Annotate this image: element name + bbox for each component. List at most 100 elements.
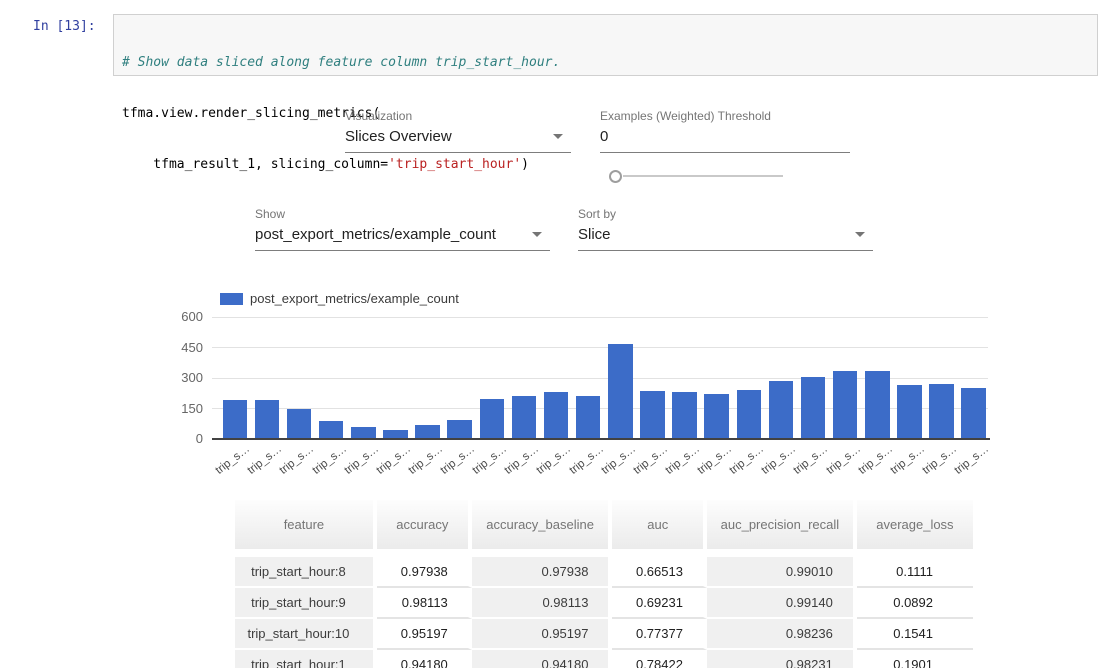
threshold-input[interactable]: 0 (600, 127, 850, 153)
column-header-average_loss[interactable]: average_loss (856, 500, 973, 557)
table-row: trip_start_hour:8 0.97938 0.97938 0.66513 0.… (235, 557, 973, 588)
metric-cell: 0.1541 (856, 619, 973, 650)
bar[interactable] (511, 395, 537, 439)
legend-swatch (220, 293, 243, 305)
x-axis-tick: trip_s… (888, 443, 927, 477)
x-axis-tick: trip_s… (213, 443, 253, 477)
bar[interactable] (543, 391, 569, 439)
bar[interactable] (768, 381, 794, 439)
x-axis-tick: trip_s… (406, 443, 445, 477)
x-axis-tick: trip_s… (824, 443, 863, 477)
bar[interactable] (415, 425, 440, 439)
show-label: Show (255, 207, 286, 221)
code-line-args: tfma_result_1, slicing_column='trip_star… (122, 157, 529, 172)
bar[interactable] (800, 377, 826, 439)
column-header-auc_precision_recall[interactable]: auc_precision_recall (706, 500, 857, 557)
x-axis-tick: trip_s… (695, 443, 735, 477)
code-line-call: tfma.view.render_slicing_metrics( (122, 106, 381, 121)
y-axis-tick: 300 (181, 370, 203, 385)
column-header-feature[interactable]: feature (235, 500, 377, 557)
bar[interactable] (383, 429, 408, 439)
visualization-dropdown[interactable]: Slices Overview (345, 127, 571, 153)
metric-cell: 0.95197 (471, 619, 613, 650)
x-axis-tick: trip_s… (438, 443, 478, 477)
code-cell[interactable]: # Show data sliced along feature column … (113, 14, 1098, 172)
chevron-down-icon[interactable] (553, 134, 563, 139)
metric-cell: 0.1901 (856, 650, 973, 668)
sort-by-label: Sort by (578, 207, 617, 221)
feature-cell: trip_start_hour:8 (235, 557, 377, 588)
metric-cell: 0.98231 (706, 650, 857, 668)
column-header-accuracy[interactable]: accuracy (376, 500, 472, 557)
x-axis-tick: trip_s… (759, 443, 799, 477)
legend-label: post_export_metrics/example_count (250, 291, 459, 306)
bar[interactable] (897, 385, 922, 439)
metric-cell: 0.95197 (376, 619, 472, 650)
x-axis-tick: trip_s… (566, 443, 606, 477)
gridline (212, 316, 988, 318)
metrics-table: feature accuracy accuracy_baseline auc auc_p… (235, 500, 973, 668)
feature-cell: trip_start_hour:10 (235, 619, 377, 650)
x-axis-tick: trip_s… (920, 443, 960, 477)
feature-cell: trip_start_hour:1 (235, 650, 377, 668)
bar[interactable] (832, 370, 858, 439)
x-axis-tick: trip_s… (374, 443, 413, 477)
metric-cell: 0.97938 (376, 557, 472, 588)
visualization-label: Visualization (345, 109, 413, 123)
x-axis-tick: trip_s… (534, 443, 574, 477)
bar[interactable] (351, 427, 376, 439)
slider-knob[interactable] (609, 170, 622, 183)
x-axis-tick: trip_s… (502, 443, 542, 477)
bar[interactable] (865, 370, 890, 439)
threshold-slider[interactable] (609, 170, 785, 184)
bar[interactable] (575, 396, 601, 439)
bar[interactable] (929, 383, 954, 439)
bar[interactable] (318, 420, 344, 439)
code-line-comment: # Show data sliced along feature column … (122, 55, 561, 70)
column-header-auc[interactable]: auc (612, 500, 707, 557)
sort-by-dropdown[interactable]: Slice (578, 225, 873, 251)
y-axis-tick: 0 (195, 431, 203, 446)
bar[interactable] (640, 391, 665, 439)
metric-cell: 0.77377 (612, 619, 707, 650)
y-axis-tick: 450 (181, 339, 203, 355)
bar[interactable] (222, 400, 247, 439)
metric-cell: 0.98113 (471, 588, 613, 619)
metric-cell: 0.0892 (856, 588, 973, 619)
bar[interactable] (447, 419, 472, 439)
table-row: trip_start_hour:1 0.94180 0.94180 0.78422 0.… (235, 650, 973, 668)
x-axis-tick: trip_s… (309, 443, 349, 477)
bar[interactable] (704, 394, 729, 439)
gridline (212, 347, 988, 348)
metric-cell: 0.99140 (706, 588, 857, 619)
table-row: trip_start_hour:10 0.95197 0.95197 0.77377 0… (235, 619, 973, 650)
column-header-accuracy_baseline[interactable]: accuracy_baseline (471, 500, 613, 557)
metric-cell: 0.78422 (612, 650, 707, 668)
metrics-table-container[interactable]: feature accuracy accuracy_baseline auc auc_p… (235, 500, 973, 668)
metric-cell: 0.66513 (612, 557, 707, 588)
bar[interactable] (254, 400, 280, 439)
metric-cell: 0.98113 (376, 588, 472, 619)
bar[interactable] (736, 390, 762, 439)
x-axis-tick: trip_s… (342, 443, 381, 477)
feature-cell: trip_start_hour:9 (235, 588, 377, 619)
bar[interactable] (672, 392, 697, 439)
chevron-down-icon[interactable] (855, 232, 865, 237)
show-metric-dropdown[interactable]: post_export_metrics/example_count (255, 225, 550, 251)
bar[interactable] (961, 388, 986, 439)
bar[interactable] (286, 408, 312, 439)
chevron-down-icon[interactable] (532, 232, 542, 237)
bar[interactable] (608, 344, 633, 439)
gridline (212, 377, 988, 379)
metric-cell: 0.97938 (471, 557, 613, 588)
slider-track[interactable] (623, 175, 783, 177)
threshold-label: Examples (Weighted) Threshold (600, 109, 771, 123)
x-axis-tick: trip_s… (727, 443, 767, 477)
x-axis-tick: trip_s… (245, 443, 285, 477)
x-axis-tick: trip_s… (631, 443, 670, 477)
metric-cell: 0.94180 (471, 650, 613, 668)
cell-prompt: In [13]: (33, 19, 96, 34)
bar[interactable] (479, 399, 505, 439)
metric-cell: 0.98236 (706, 619, 857, 650)
